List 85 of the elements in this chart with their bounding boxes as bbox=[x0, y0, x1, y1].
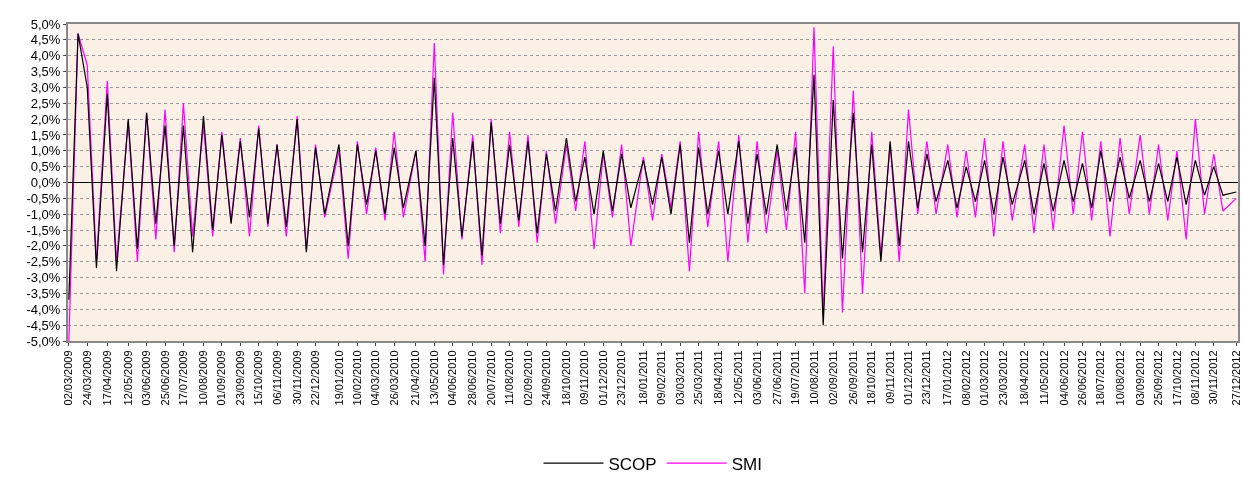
y-tick-label: -2,5% bbox=[26, 254, 61, 270]
x-tick-label: 06/11/2009 bbox=[270, 350, 283, 405]
y-tick-label: 3,0% bbox=[30, 79, 61, 95]
legend-label: SCOP bbox=[608, 454, 657, 474]
y-tick-label: 3,5% bbox=[30, 64, 61, 80]
x-tick-label: 30/11/2009 bbox=[290, 350, 303, 405]
y-tick-label: 2,0% bbox=[30, 111, 61, 127]
x-tick-label: 04/06/2010 bbox=[446, 350, 459, 406]
x-tick-label: 26/09/2011 bbox=[846, 350, 859, 405]
y-tick-label: 0,5% bbox=[30, 159, 61, 175]
y-tick-label: -3,5% bbox=[26, 286, 61, 301]
x-tick-label: 03/03/2011 bbox=[673, 350, 686, 405]
x-tick-label: 18/07/2012 bbox=[1094, 350, 1107, 406]
x-tick-label: 10/08/2009 bbox=[197, 350, 210, 406]
x-tick-label: 04/03/2010 bbox=[369, 350, 382, 406]
x-tick-label: 25/03/2011 bbox=[692, 350, 705, 405]
x-tick-label: 09/11/2010 bbox=[578, 350, 591, 405]
x-tick-label: 30/11/2012 bbox=[1207, 350, 1220, 405]
y-tick-label: -5,0% bbox=[26, 333, 61, 349]
y-tick-label: 1,5% bbox=[30, 127, 61, 143]
x-tick-label: 13/05/2010 bbox=[427, 350, 440, 406]
legend-label: SMI bbox=[731, 454, 762, 474]
x-tick-label: 09/11/2011 bbox=[883, 350, 896, 404]
x-tick-label: 02/03/2009 bbox=[62, 350, 75, 406]
x-tick-label: 19/01/2010 bbox=[332, 350, 345, 406]
x-tick-label: 09/02/2011 bbox=[655, 350, 668, 405]
y-tick-label: -1,5% bbox=[26, 222, 61, 238]
x-tick-label: 24/09/2010 bbox=[539, 350, 552, 406]
x-tick-label: 18/10/2010 bbox=[560, 350, 573, 406]
x-tick-label: 24/03/2009 bbox=[80, 350, 93, 406]
x-tick-label: 18/01/2011 bbox=[636, 350, 649, 405]
x-tick-label: 21/04/2010 bbox=[409, 350, 422, 406]
x-tick-label: 08/02/2012 bbox=[959, 350, 972, 406]
x-tick-label: 15/10/2009 bbox=[252, 350, 265, 406]
x-tick-label: 01/09/2009 bbox=[215, 350, 228, 406]
y-tick-label: -0,5% bbox=[26, 190, 61, 206]
x-tick-label: 08/11/2012 bbox=[1188, 350, 1201, 405]
x-tick-label: 23/12/2011 bbox=[920, 350, 933, 405]
x-tick-label: 25/09/2012 bbox=[1152, 350, 1165, 406]
x-tick-label: 11/08/2010 bbox=[503, 350, 516, 405]
x-tick-label: 19/07/2011 bbox=[789, 350, 802, 405]
x-tick-label: 11/05/2012 bbox=[1037, 350, 1050, 405]
x-tick-label: 22/12/2009 bbox=[309, 350, 322, 406]
x-tick-label: 17/10/2012 bbox=[1170, 350, 1183, 406]
y-tick-label: -4,5% bbox=[26, 317, 61, 333]
y-tick-label: -1,0% bbox=[26, 206, 61, 222]
x-tick-label: 10/08/2011 bbox=[807, 350, 820, 405]
x-tick-label: 12/05/2009 bbox=[121, 350, 134, 406]
x-tick-label: 23/03/2012 bbox=[996, 350, 1009, 406]
x-tick-label: 03/09/2012 bbox=[1133, 350, 1146, 406]
x-tick-label: 02/09/2011 bbox=[826, 350, 839, 405]
x-tick-label: 17/07/2009 bbox=[176, 350, 189, 406]
x-tick-label: 23/12/2010 bbox=[615, 350, 628, 406]
x-tick-label: 03/06/2009 bbox=[140, 350, 153, 406]
y-tick-label: 5,0% bbox=[30, 16, 61, 32]
x-tick-label: 12/05/2011 bbox=[732, 350, 745, 405]
x-tick-label: 10/08/2012 bbox=[1113, 350, 1126, 406]
y-tick-label: 0,0% bbox=[30, 175, 61, 191]
y-tick-label: -2,0% bbox=[26, 238, 61, 254]
x-tick-label: 03/06/2011 bbox=[750, 350, 763, 405]
x-tick-label: 01/03/2012 bbox=[978, 350, 991, 406]
x-tick-label: 02/09/2010 bbox=[521, 350, 534, 406]
x-tick-label: 01/12/2011 bbox=[902, 350, 915, 405]
x-tick-label: 18/04/2012 bbox=[1018, 350, 1031, 406]
x-tick-label: 20/07/2010 bbox=[484, 350, 497, 406]
x-tick-label: 10/02/2010 bbox=[350, 350, 363, 406]
x-tick-label: 17/04/2009 bbox=[100, 350, 113, 406]
y-tick-label: 2,5% bbox=[30, 95, 61, 111]
y-tick-label: 4,0% bbox=[30, 48, 61, 64]
x-tick-label: 04/06/2012 bbox=[1057, 350, 1070, 406]
x-tick-label: 27/06/2011 bbox=[770, 350, 783, 405]
x-tick-label: 18/04/2011 bbox=[712, 350, 725, 405]
x-tick-label: 25/06/2009 bbox=[158, 350, 171, 406]
y-tick-label: -4,0% bbox=[26, 301, 61, 317]
y-tick-label: 4,5% bbox=[30, 32, 61, 48]
x-tick-label: 27/12/2012 bbox=[1229, 350, 1242, 406]
x-tick-label: 01/12/2010 bbox=[596, 350, 609, 406]
y-tick-label: -3,0% bbox=[26, 270, 61, 286]
x-tick-label: 26/03/2010 bbox=[387, 350, 400, 406]
y-tick-label: 1,0% bbox=[30, 143, 61, 159]
x-tick-label: 26/06/2012 bbox=[1076, 350, 1089, 406]
x-tick-label: 28/06/2010 bbox=[466, 350, 479, 406]
x-tick-label: 17/01/2012 bbox=[941, 350, 954, 406]
x-tick-label: 18/10/2011 bbox=[865, 350, 878, 405]
x-tick-label: 23/09/2009 bbox=[233, 350, 246, 406]
